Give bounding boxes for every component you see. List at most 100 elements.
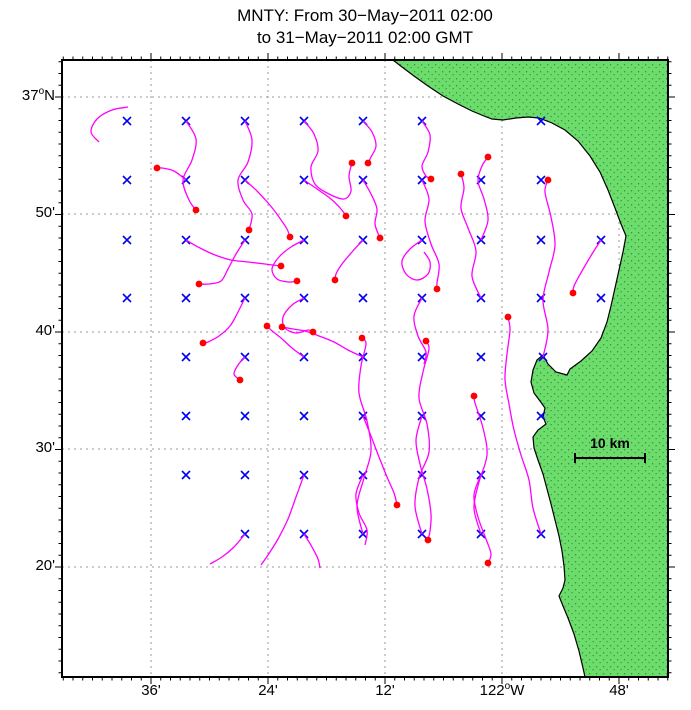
trajectory-path bbox=[244, 179, 291, 238]
map-layers bbox=[62, 60, 668, 677]
coastline bbox=[392, 60, 627, 677]
end-position-dot bbox=[470, 392, 478, 400]
x-axis-tick-label: 12' bbox=[375, 682, 395, 699]
plot-title: MNTY: From 30−May−2011 02:00 to 31−May−2… bbox=[62, 5, 668, 49]
end-position-dot bbox=[309, 328, 317, 336]
land-polygon bbox=[393, 60, 668, 677]
end-position-dot bbox=[153, 164, 161, 172]
end-position-dot bbox=[331, 276, 339, 284]
trajectory-path bbox=[303, 179, 347, 217]
end-position-dot bbox=[484, 153, 492, 161]
plot-title-line1: MNTY: From 30−May−2011 02:00 bbox=[237, 6, 493, 25]
trajectory-path bbox=[504, 316, 542, 535]
trajectory-path bbox=[198, 239, 246, 285]
grid-x-marker bbox=[358, 293, 368, 303]
end-position-dot bbox=[393, 501, 401, 509]
end-position-dot bbox=[364, 159, 372, 167]
grid-x-marker bbox=[181, 293, 191, 303]
trajectory-path bbox=[233, 356, 246, 381]
grid-x-marker bbox=[122, 293, 132, 303]
trajectory-path bbox=[362, 120, 377, 164]
trajectory-path bbox=[414, 340, 431, 535]
trajectory-path bbox=[572, 239, 602, 294]
trajectory-path bbox=[90, 106, 129, 143]
trajectory-path bbox=[303, 120, 353, 200]
end-position-dot bbox=[236, 376, 244, 384]
trajectory-path bbox=[182, 120, 197, 211]
trajectory-path bbox=[413, 297, 427, 365]
trajectory-path bbox=[356, 337, 372, 535]
end-position-dot bbox=[348, 159, 356, 167]
trajectory-path bbox=[303, 533, 321, 569]
x-axis-tick-label: 48' bbox=[609, 682, 629, 699]
end-position-dot bbox=[278, 323, 286, 331]
trajectory-path bbox=[401, 239, 431, 281]
trajectory-path bbox=[260, 474, 305, 566]
grid-x-marker bbox=[122, 235, 132, 245]
trajectory-path bbox=[421, 179, 440, 290]
grid-x-marker bbox=[181, 470, 191, 480]
end-position-dot bbox=[504, 313, 512, 321]
x-axis-tick-label: 122oW bbox=[479, 681, 525, 700]
trajectory-path bbox=[281, 326, 364, 358]
y-axis-tick-label: 30' bbox=[35, 439, 55, 456]
x-axis-tick-label: 24' bbox=[258, 682, 278, 699]
trajectory-path bbox=[421, 120, 432, 180]
grid-x-marker bbox=[536, 411, 546, 421]
trajectory-path bbox=[542, 179, 556, 358]
trajectory-path bbox=[477, 156, 489, 241]
trajectory-path bbox=[266, 325, 305, 358]
end-position-dot bbox=[192, 206, 200, 214]
end-position-dot bbox=[433, 285, 441, 293]
y-axis-tick-label: 20' bbox=[35, 557, 55, 574]
trajectory-path bbox=[362, 179, 381, 239]
trajectories bbox=[90, 106, 602, 569]
release-grid-markers bbox=[122, 116, 606, 539]
axis-tick-marks bbox=[55, 53, 675, 684]
y-axis-tick-label: 50' bbox=[35, 204, 55, 221]
end-position-dot bbox=[358, 334, 366, 342]
grid-x-marker bbox=[536, 175, 546, 185]
end-position-dot bbox=[422, 337, 430, 345]
scale-bar-label: 10 km bbox=[590, 435, 630, 451]
trajectory-path bbox=[185, 239, 282, 267]
grid-x-marker bbox=[122, 175, 132, 185]
end-position-dot bbox=[427, 175, 435, 183]
grid-x-marker bbox=[240, 411, 250, 421]
grid-x-marker bbox=[596, 293, 606, 303]
end-position-dot bbox=[277, 262, 285, 270]
plot-title-line2: to 31−May−2011 02:00 GMT bbox=[256, 28, 474, 47]
end-position-dot bbox=[424, 536, 432, 544]
scale-bar: 10 km bbox=[574, 435, 646, 463]
end-position-dots bbox=[153, 153, 577, 567]
x-axis-tick-label: 36' bbox=[141, 682, 161, 699]
end-position-dot bbox=[342, 212, 350, 220]
grid-x-marker bbox=[181, 411, 191, 421]
grid-x-marker bbox=[536, 116, 546, 126]
end-position-dot bbox=[263, 322, 271, 330]
end-position-dot bbox=[293, 277, 301, 285]
grid-x-marker bbox=[536, 235, 546, 245]
grid-x-marker bbox=[122, 116, 132, 126]
end-position-dot bbox=[457, 170, 465, 178]
trajectory-path bbox=[237, 120, 253, 231]
y-axis-tick-label: 40' bbox=[35, 322, 55, 339]
end-position-dot bbox=[544, 176, 552, 184]
grid-x-marker bbox=[240, 470, 250, 480]
end-position-dot bbox=[484, 559, 492, 567]
trajectory-path bbox=[202, 297, 246, 344]
end-position-dot bbox=[569, 289, 577, 297]
trajectory-path bbox=[334, 239, 364, 281]
grid-x-marker bbox=[181, 352, 191, 362]
end-position-dot bbox=[286, 233, 294, 241]
trajectory-path bbox=[156, 167, 187, 181]
trajectory-path bbox=[209, 533, 246, 565]
y-axis-tick-label: 37oN bbox=[21, 86, 55, 105]
trajectory-path bbox=[415, 415, 432, 541]
trajectory-path bbox=[473, 395, 488, 535]
end-position-dot bbox=[199, 339, 207, 347]
trajectory-path bbox=[473, 474, 492, 564]
end-position-dot bbox=[376, 234, 384, 242]
